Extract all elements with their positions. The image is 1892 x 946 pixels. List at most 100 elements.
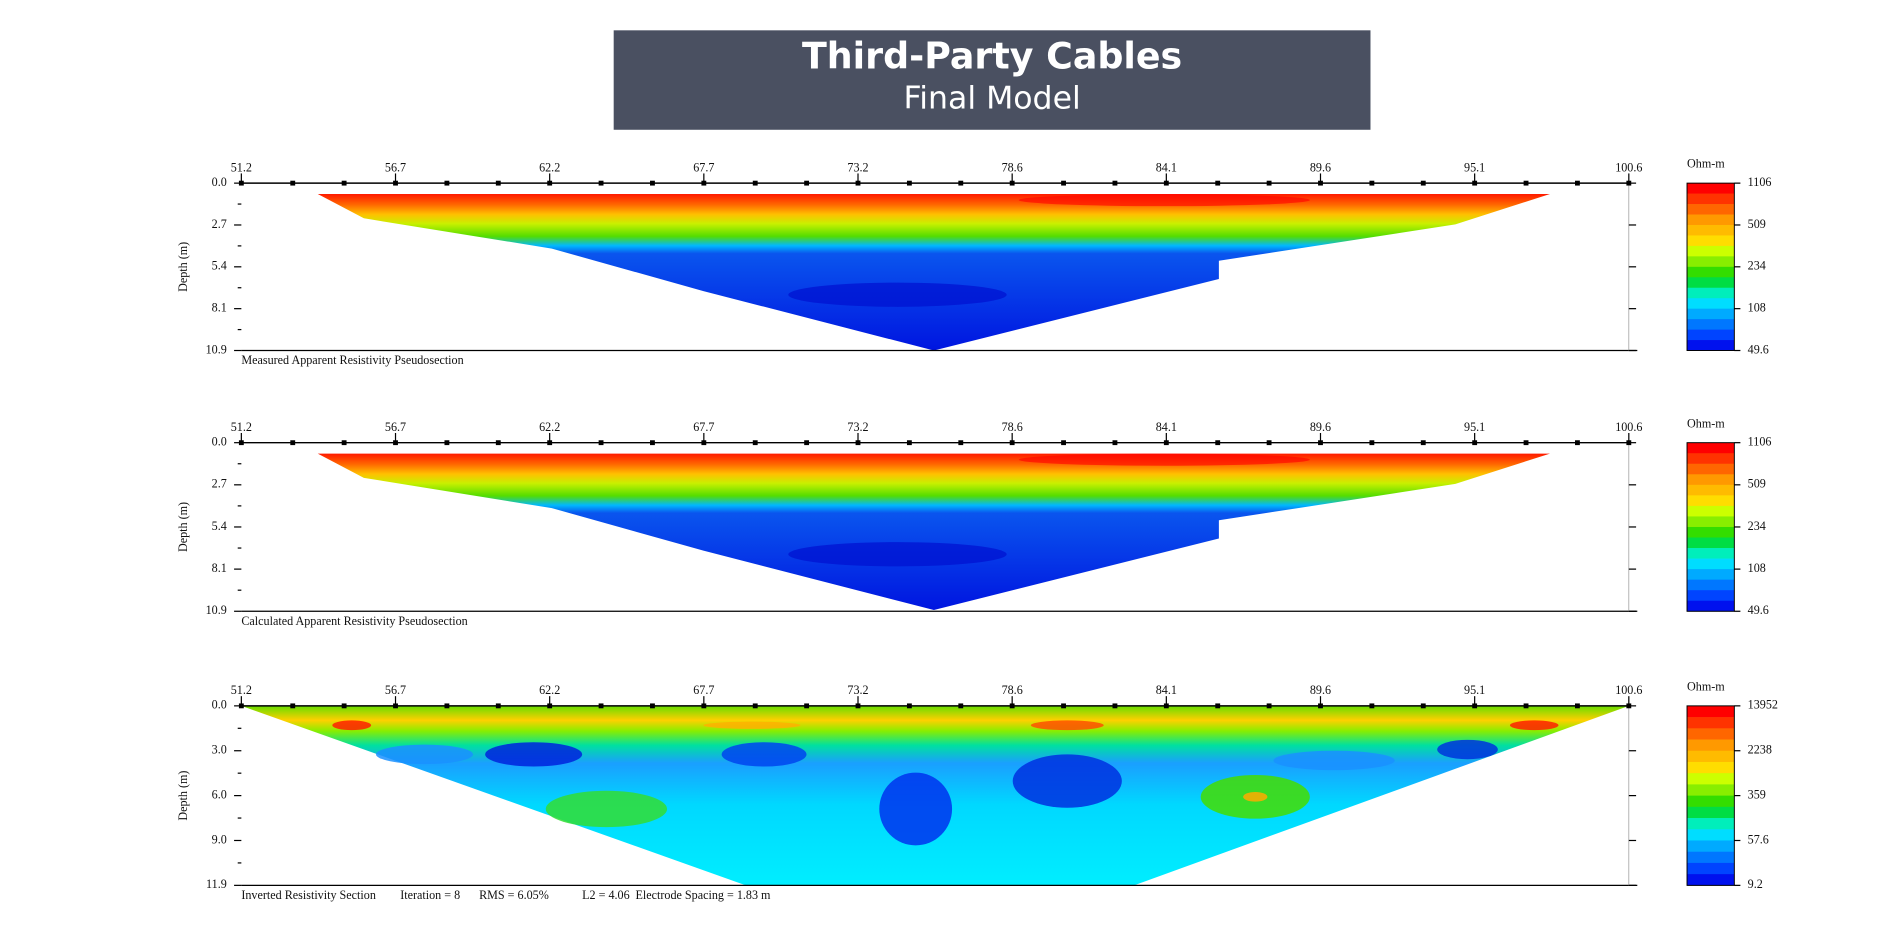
colorbar-band (1687, 739, 1735, 752)
electrode (1061, 440, 1066, 446)
x-tick-label: 51.2 (231, 420, 252, 434)
zone (1437, 739, 1498, 760)
x-tick-label: 89.6 (1310, 160, 1331, 174)
y-axis-label: Depth (m) (176, 242, 190, 292)
colorbar-band (1687, 235, 1735, 247)
colorbar-band (1687, 442, 1735, 454)
colorbar-band (1687, 773, 1735, 785)
x-tick-label: 100.6 (1615, 160, 1642, 174)
colorbar-band (1687, 340, 1735, 351)
y-tick-label: 5.4 (212, 259, 227, 273)
colorbar-band (1687, 474, 1735, 486)
colorbar-band (1687, 600, 1735, 612)
x-tick-label: 78.6 (1002, 683, 1023, 697)
colorbar-label: 49.6 (1748, 342, 1769, 356)
zone (1243, 791, 1268, 802)
colorbar-band (1687, 245, 1735, 257)
colorbar-band (1687, 183, 1735, 194)
stat: RMS = 6.05% (479, 888, 549, 902)
electrode (1420, 180, 1426, 186)
colorbar-label: 234 (1748, 519, 1766, 533)
title: Third-Party Cables (802, 35, 1182, 78)
electrode (1266, 440, 1272, 446)
colorbar-band (1687, 806, 1735, 819)
stat: L2 = 4.06 (582, 888, 630, 902)
electrode (1266, 703, 1272, 709)
x-tick-label: 78.6 (1002, 420, 1023, 434)
zone (721, 742, 807, 767)
colorbar-band (1687, 224, 1735, 236)
zone (332, 720, 372, 731)
high-zone (1018, 194, 1310, 207)
header: Third-Party Cables Final Model (613, 30, 1371, 130)
electrode (804, 703, 810, 709)
electrode (752, 180, 758, 186)
electrode (1112, 703, 1118, 709)
electrode (1215, 440, 1221, 446)
colorbar-band (1687, 308, 1735, 320)
colorbar-band (1687, 569, 1735, 581)
zone (545, 790, 668, 828)
x-tick-label: 84.1 (1156, 420, 1177, 434)
electrode (1575, 703, 1580, 709)
colorbar-band (1687, 495, 1735, 507)
x-tick-label: 89.6 (1310, 683, 1331, 697)
colorbar-band (1687, 319, 1735, 330)
y-axis-label: Depth (m) (176, 771, 190, 821)
colorbar-band (1687, 548, 1735, 559)
zone (375, 744, 473, 765)
section-fill (317, 194, 1550, 351)
electrode (752, 440, 758, 446)
y-tick-label: 0.0 (212, 434, 227, 448)
x-tick-label: 84.1 (1156, 683, 1177, 697)
colorbar-band (1687, 453, 1735, 465)
colorbar-unit: Ohm-m (1687, 416, 1725, 430)
x-tick-label: 73.2 (847, 160, 868, 174)
x-tick-label: 95.1 (1464, 420, 1485, 434)
electrode (1215, 703, 1221, 709)
x-tick-label: 67.7 (693, 420, 714, 434)
colorbar-band (1687, 516, 1735, 528)
colorbar-band (1687, 590, 1735, 602)
panel: 51.2 56.7 62.2 67.7 73.2 78.6 84.1 89.6 95.1 100.… (176, 416, 1771, 628)
zone (1012, 754, 1122, 808)
electrode (598, 440, 604, 446)
plots: 51.2 56.7 62.2 67.7 73.2 78.6 84.1 89.6 95.1 100.… (176, 157, 1778, 902)
electrode (958, 703, 964, 709)
electrode (1523, 703, 1529, 709)
colorbar-band (1687, 329, 1735, 341)
electrode (290, 703, 296, 709)
electrode (1420, 703, 1426, 709)
colorbar-label: 57.6 (1748, 832, 1769, 846)
stat: Iteration = 8 (400, 888, 460, 902)
colorbar-band (1687, 840, 1735, 853)
x-tick-label: 89.6 (1310, 420, 1331, 434)
electrode (1266, 180, 1272, 186)
colorbar-band (1687, 256, 1735, 268)
colorbar-band (1687, 750, 1735, 763)
colorbar-band (1687, 717, 1735, 729)
x-tick-label: 51.2 (231, 160, 252, 174)
electrode (1112, 440, 1118, 446)
colorbar-label: 1106 (1748, 434, 1772, 448)
electrode (1369, 703, 1375, 709)
caption: Measured Apparent Resistivity Pseudosect… (241, 353, 463, 367)
electrode (341, 180, 347, 186)
y-tick-label: 8.1 (212, 300, 227, 314)
electrode (598, 703, 604, 709)
zone (485, 742, 583, 767)
colorbar-band (1687, 705, 1735, 718)
colorbar-band (1687, 214, 1735, 226)
electrode (1112, 180, 1118, 186)
electrode (1369, 440, 1375, 446)
electrode (495, 703, 501, 709)
electrode (906, 703, 912, 709)
x-tick-label: 73.2 (847, 683, 868, 697)
y-tick-label: 3.0 (212, 743, 227, 757)
panel: 51.2 56.7 62.2 67.7 73.2 78.6 84.1 89.6 95.1 100.… (176, 679, 1778, 902)
colorbar-band (1687, 851, 1735, 864)
low-zone (788, 282, 1007, 307)
electrode (290, 440, 296, 446)
x-tick-label: 56.7 (385, 160, 406, 174)
